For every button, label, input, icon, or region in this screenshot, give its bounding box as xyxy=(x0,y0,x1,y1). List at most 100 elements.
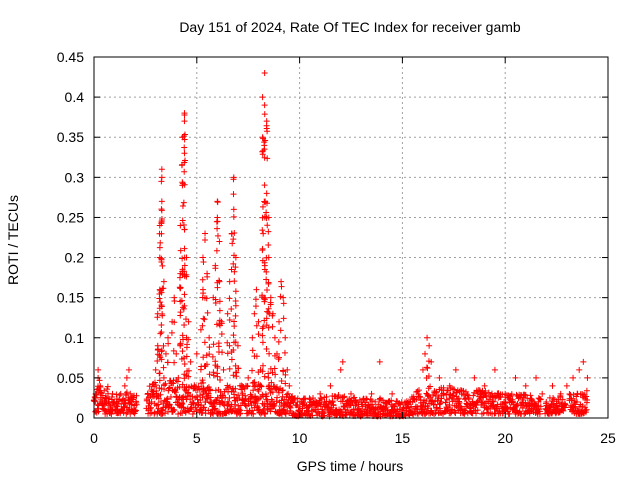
data-point-background xyxy=(583,387,590,394)
data-point-streak xyxy=(216,277,223,284)
data-point-streak xyxy=(160,285,167,292)
data-point xyxy=(245,374,252,381)
data-point-background xyxy=(120,409,127,416)
data-point-background xyxy=(226,394,233,401)
data-point-background xyxy=(261,410,268,417)
data-point-streak xyxy=(224,350,231,357)
data-point xyxy=(446,382,453,389)
data-point xyxy=(306,398,313,405)
data-point-streak xyxy=(259,332,266,339)
data-point-background xyxy=(559,396,566,403)
data-point xyxy=(584,374,591,381)
data-point-streak xyxy=(179,348,186,355)
data-point-streak xyxy=(181,181,188,188)
x-tick-label: 5 xyxy=(193,430,201,446)
data-point xyxy=(368,390,375,397)
data-point-streak xyxy=(261,111,268,118)
data-point-background xyxy=(342,406,349,413)
data-point-background xyxy=(329,399,336,406)
data-point xyxy=(187,358,194,365)
data-point-streak xyxy=(203,295,210,302)
data-point-background xyxy=(236,395,243,402)
data-point xyxy=(376,358,383,365)
data-point-streak xyxy=(264,222,271,229)
data-point-streak xyxy=(259,362,266,369)
data-point-streak xyxy=(216,298,223,305)
data-point-streak xyxy=(261,259,268,266)
data-point-streak xyxy=(226,295,233,302)
data-point-streak xyxy=(219,349,226,356)
data-point-streak xyxy=(230,191,237,198)
data-point xyxy=(549,382,556,389)
data-point xyxy=(175,374,182,381)
data-point-background xyxy=(535,402,542,409)
data-point-background xyxy=(239,396,246,403)
data-point-streak xyxy=(181,168,188,175)
data-point-background xyxy=(440,384,447,391)
data-point-streak xyxy=(259,227,266,234)
y-tick-label: 0 xyxy=(76,410,84,426)
data-point-streak xyxy=(425,358,432,365)
data-point xyxy=(452,366,459,373)
data-point-background xyxy=(404,401,411,408)
data-point-streak xyxy=(282,380,289,387)
data-point-background xyxy=(579,390,586,397)
data-point-streak xyxy=(259,203,266,210)
data-point xyxy=(533,374,540,381)
data-point-background xyxy=(474,407,481,414)
data-point-streak xyxy=(206,351,213,358)
x-tick-label: 0 xyxy=(90,430,98,446)
data-point-background xyxy=(431,410,438,417)
data-point xyxy=(436,374,443,381)
data-point-background xyxy=(478,398,485,405)
data-point-background xyxy=(195,383,202,390)
data-point-background xyxy=(489,398,496,405)
data-point-streak xyxy=(253,322,260,329)
data-point xyxy=(255,318,262,325)
data-point-streak xyxy=(158,258,165,265)
data-point-background xyxy=(96,377,103,384)
data-point-streak xyxy=(425,373,432,380)
data-point-background xyxy=(222,410,229,417)
data-point-background xyxy=(330,402,337,409)
y-tick-label: 0.4 xyxy=(65,89,85,105)
data-point xyxy=(557,390,564,397)
data-point-streak xyxy=(423,364,430,371)
data-point-streak xyxy=(255,369,262,376)
data-point-background xyxy=(143,397,150,404)
data-point xyxy=(128,398,135,405)
data-point-streak xyxy=(158,329,165,336)
data-point-background xyxy=(271,402,278,409)
data-point-background xyxy=(159,410,166,417)
data-point-background xyxy=(204,396,211,403)
data-point-streak xyxy=(265,305,272,312)
data-point-streak xyxy=(278,377,285,384)
data-point-streak xyxy=(178,297,185,304)
data-point-streak xyxy=(159,262,166,269)
data-point-background xyxy=(95,408,102,415)
data-point-background xyxy=(499,391,506,398)
data-point-background xyxy=(151,379,158,386)
data-point-background xyxy=(470,392,477,399)
data-point-background xyxy=(239,390,246,397)
data-point xyxy=(181,118,188,125)
data-point-streak xyxy=(171,319,178,326)
data-point-background xyxy=(190,400,197,407)
x-tick-label: 10 xyxy=(292,430,308,446)
data-point xyxy=(271,334,278,341)
data-point-background xyxy=(278,397,285,404)
data-point-streak xyxy=(213,247,220,254)
data-point-background xyxy=(202,410,209,417)
data-point-background xyxy=(499,410,506,417)
data-point-background xyxy=(274,394,281,401)
data-point xyxy=(419,366,426,373)
data-point-background xyxy=(104,383,111,390)
data-point-streak xyxy=(165,340,172,347)
data-point-streak xyxy=(263,346,270,353)
data-point-background xyxy=(363,395,370,402)
data-point-background xyxy=(261,401,268,408)
data-point xyxy=(202,230,209,237)
data-point-background xyxy=(562,401,569,408)
data-point-background xyxy=(236,406,243,413)
data-point-background xyxy=(157,391,164,398)
